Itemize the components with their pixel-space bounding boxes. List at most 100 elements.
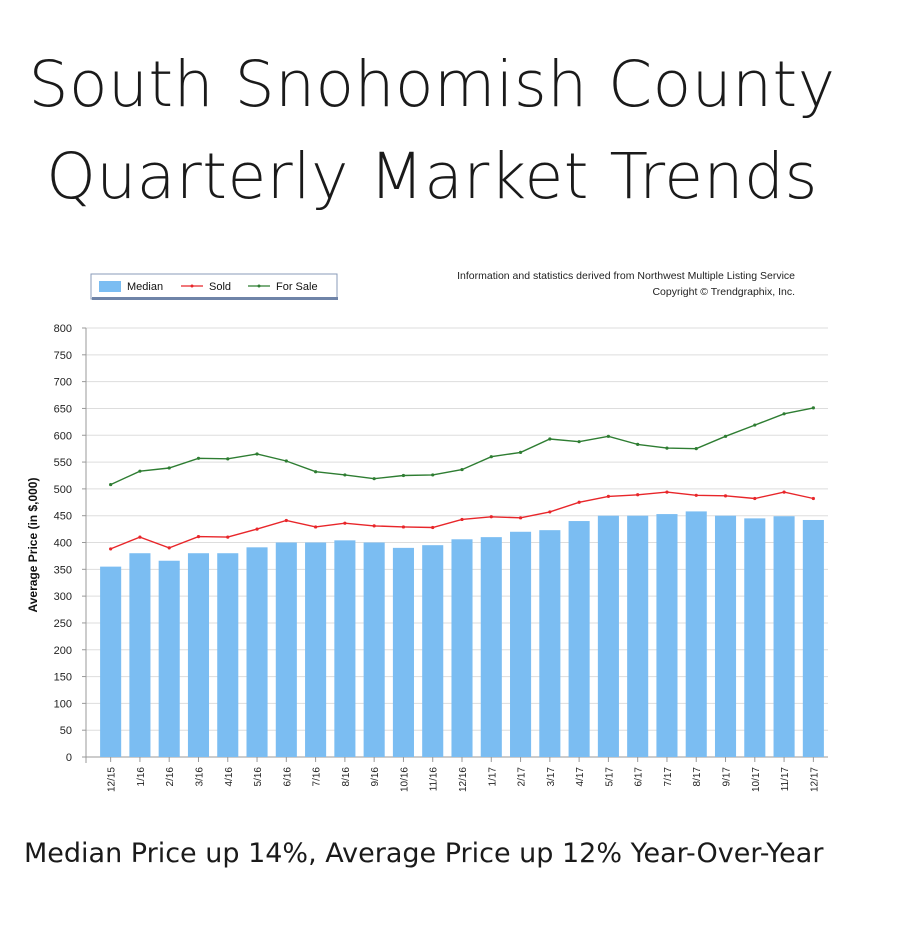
y-tick-label: 800 (54, 323, 72, 335)
x-tick-label: 10/17 (751, 767, 762, 792)
for-sale-point (577, 440, 581, 444)
y-tick-label: 350 (54, 564, 72, 576)
sold-point (723, 494, 728, 498)
x-tick-label: 2/17 (517, 767, 528, 787)
sold-point (314, 525, 318, 529)
for-sale-point (138, 469, 142, 473)
y-axis: 0 50 100 150 200 250 300 350 400 450 500 550 600 650 7… (54, 323, 87, 764)
y-tick-label: 600 (54, 430, 72, 442)
legend-median-swatch (99, 281, 121, 292)
y-tick-label: 50 (60, 725, 72, 737)
for-sale-point (401, 473, 406, 478)
page-title-line-1: South Snohomish County (28, 48, 836, 121)
median-bar (187, 553, 210, 757)
sold-point (548, 510, 552, 514)
y-tick-label: 300 (54, 591, 72, 603)
median-bar (217, 553, 239, 757)
sold-point (401, 525, 406, 529)
sold-point (782, 490, 786, 494)
legend: Median Sold For Sale (90, 273, 338, 300)
median-bar (539, 530, 561, 757)
median-bar (451, 539, 473, 757)
median-bar (568, 521, 590, 757)
sold-point (372, 524, 376, 528)
for-sale-point (782, 412, 786, 416)
y-tick-label: 0 (66, 752, 72, 764)
for-sale-point (665, 446, 669, 450)
sold-point (665, 490, 669, 494)
for-sale-point (109, 482, 113, 487)
median-bar (627, 515, 649, 757)
x-tick-label: 9/17 (722, 767, 733, 787)
x-tick-label: 2/16 (165, 767, 176, 787)
x-axis: 12/15 1/16 2/16 3/16 4/16 5/16 6/16 7/16 8/16 9/1… (107, 757, 820, 792)
for-sale-point (606, 434, 611, 438)
y-axis-label: Average Price (in $,000) (26, 478, 40, 613)
sold-point (109, 547, 113, 551)
y-tick-label: 400 (54, 538, 72, 550)
median-bar (744, 518, 766, 757)
legend-median-label: Median (127, 281, 163, 293)
median-bar (363, 542, 385, 757)
median-bar (480, 537, 502, 757)
for-sale-point (460, 467, 464, 472)
y-tick-label: 100 (54, 698, 72, 710)
x-tick-label: 6/16 (282, 767, 293, 787)
x-tick-label: 8/17 (692, 767, 703, 787)
legend-sold-label: Sold (209, 281, 231, 293)
sold-point (694, 493, 698, 497)
for-sale-point (314, 470, 318, 474)
legend-for-sale-marker (257, 284, 261, 288)
median-bars (100, 511, 824, 757)
sold-point (431, 525, 435, 530)
legend-sold-marker (190, 284, 194, 288)
for-sale-point (723, 434, 728, 438)
for-sale-point (196, 456, 201, 460)
sold-point (226, 535, 230, 539)
for-sale-point (518, 450, 523, 455)
y-tick-label: 200 (54, 645, 72, 657)
x-tick-label: 12/15 (107, 767, 118, 792)
for-sale-point (372, 477, 376, 481)
for-sale-point (489, 455, 493, 459)
x-tick-label: 5/17 (604, 767, 615, 787)
sold-point (518, 516, 523, 520)
x-tick-label: 11/16 (429, 767, 440, 792)
y-tick-label: 450 (54, 511, 72, 523)
sold-point (460, 517, 464, 522)
for-sale-point (431, 473, 435, 477)
for-sale-point (255, 452, 259, 456)
x-tick-label: 7/16 (312, 767, 323, 787)
sold-point (167, 546, 171, 550)
for-sale-point (284, 459, 288, 463)
sold-point (577, 500, 581, 504)
sold-point (284, 518, 288, 523)
median-bar (685, 511, 707, 757)
page-title-line-2: Quarterly Market Trends (46, 140, 818, 213)
sold-point (636, 493, 640, 497)
sold-point (489, 515, 493, 519)
median-bar (129, 553, 151, 757)
for-sale-point (167, 466, 171, 470)
sold-point (606, 494, 611, 498)
source-note-line-2: Copyright © Trendgraphix, Inc. (652, 286, 795, 298)
median-bar (597, 515, 619, 757)
for-sale-line (110, 407, 814, 486)
legend-for-sale-label: For Sale (276, 281, 318, 293)
median-bar (334, 540, 356, 757)
x-tick-label: 5/16 (253, 767, 264, 787)
median-bar (510, 531, 532, 757)
median-bar (305, 542, 327, 757)
sold-point (255, 527, 259, 531)
sold-point (811, 496, 815, 501)
x-tick-label: 4/16 (224, 767, 235, 787)
x-tick-label: 3/16 (194, 767, 205, 787)
x-tick-label: 11/17 (780, 767, 791, 792)
for-sale-point (548, 437, 552, 441)
for-sale-point (226, 457, 230, 461)
for-sale-point (811, 406, 815, 410)
for-sale-point (753, 423, 757, 427)
source-note-line-1: Information and statistics derived from … (457, 270, 795, 282)
y-tick-label: 250 (54, 618, 72, 630)
median-bar (802, 519, 824, 757)
